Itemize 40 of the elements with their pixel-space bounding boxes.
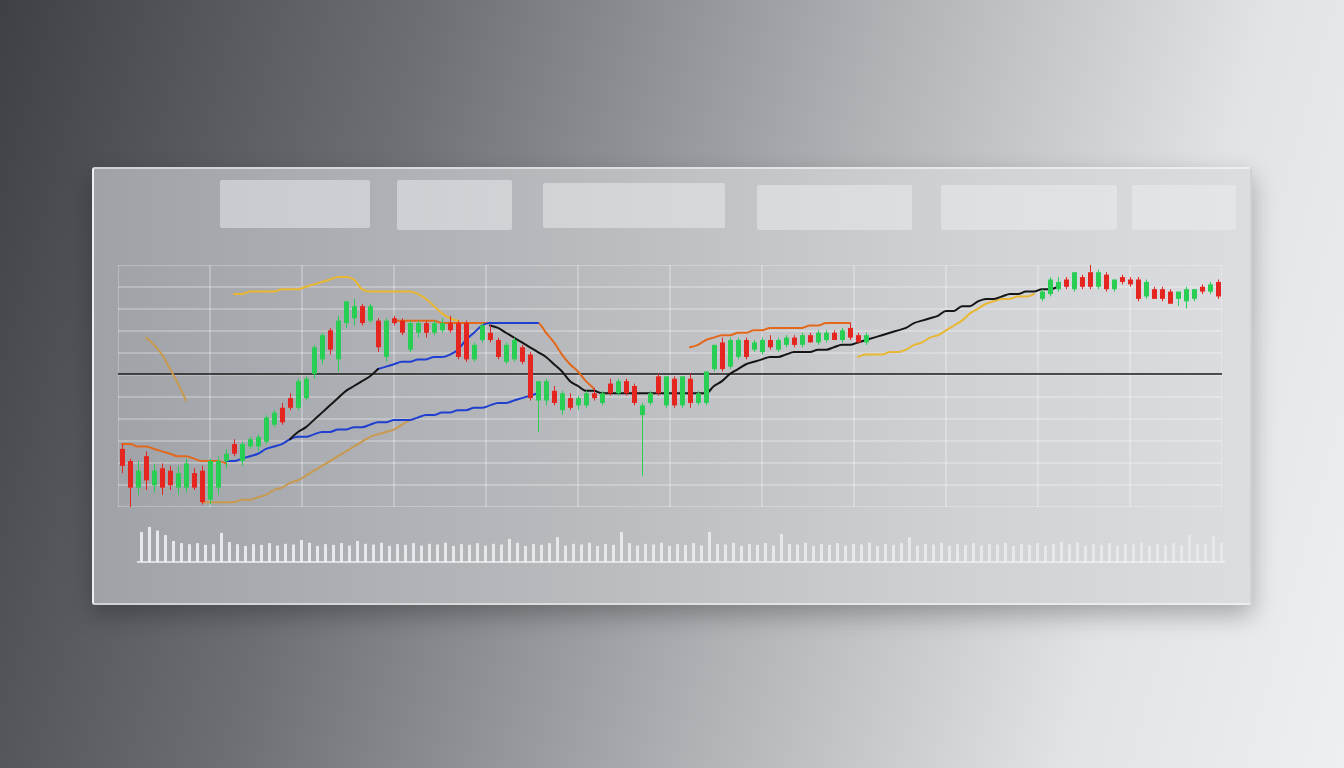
candlestick xyxy=(536,380,541,433)
candlestick xyxy=(1096,269,1101,290)
candlestick xyxy=(552,385,557,406)
candlestick xyxy=(1216,279,1221,300)
candlestick xyxy=(240,441,245,467)
candlestick xyxy=(736,337,741,360)
candlestick xyxy=(1104,271,1109,293)
candlestick xyxy=(1088,265,1093,290)
candlestick xyxy=(304,375,309,402)
candlestick xyxy=(744,337,749,360)
candlestick xyxy=(168,465,173,491)
candlestick xyxy=(1072,271,1077,293)
candlestick xyxy=(352,298,357,326)
candlestick xyxy=(640,402,645,477)
candlestick xyxy=(280,402,285,426)
candlestick xyxy=(328,327,333,356)
candlestick xyxy=(1144,279,1149,300)
candlestick xyxy=(344,300,349,329)
candlestick xyxy=(504,341,509,365)
candlestick xyxy=(656,373,661,397)
candlestick xyxy=(632,383,637,406)
candlestick xyxy=(160,462,165,496)
candlestick xyxy=(480,322,485,343)
candlestick xyxy=(544,378,549,406)
candlestick xyxy=(192,467,197,491)
candlestick xyxy=(512,337,517,363)
candlestick xyxy=(1048,276,1053,297)
candlestick xyxy=(472,341,477,363)
candlestick xyxy=(152,462,157,493)
candlestick xyxy=(360,303,365,326)
candlestick xyxy=(1136,276,1141,302)
candlestick xyxy=(560,390,565,416)
candlestick xyxy=(496,337,501,360)
candlestick xyxy=(176,465,181,496)
candlestick xyxy=(368,303,373,324)
candlestick xyxy=(136,460,141,496)
candlestick xyxy=(224,448,229,469)
candlestick xyxy=(120,443,125,474)
candlestick xyxy=(1184,286,1189,310)
candlestick xyxy=(520,344,525,365)
